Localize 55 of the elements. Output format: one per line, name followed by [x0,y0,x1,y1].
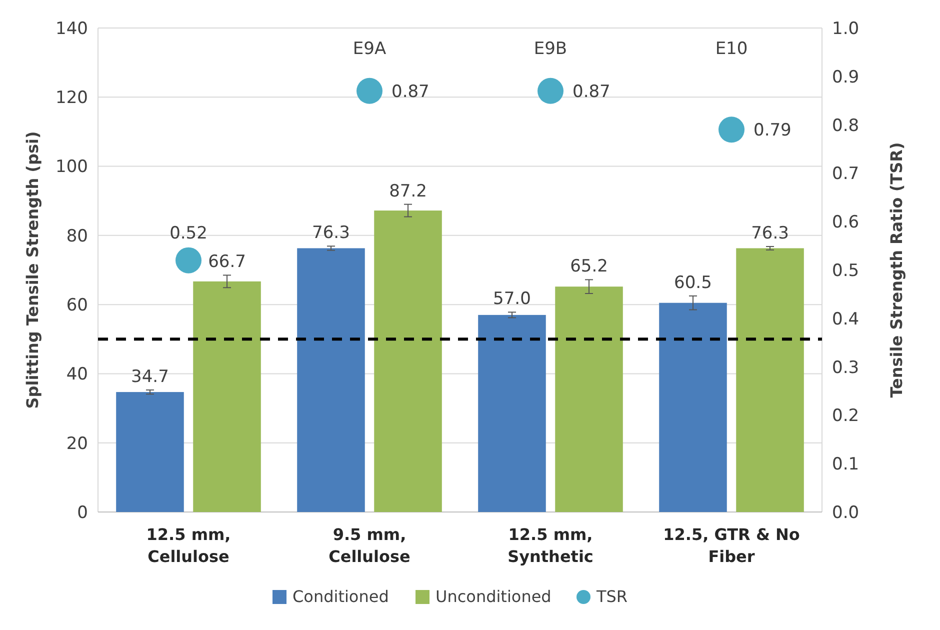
data-label: 76.3 [751,223,789,244]
y-tick-label: 140 [56,18,88,39]
y2-tick-label: 0.7 [832,164,860,184]
y2-tick-label: 1.0 [832,18,860,39]
bar [116,392,184,512]
data-label: 34.7 [131,366,169,387]
y2-tick-label: 0.2 [832,406,860,426]
y-tick-label: 80 [66,226,88,246]
bar [659,302,727,512]
x-tick-label: 12.5 mm, Cellulose [146,525,231,566]
bar [478,314,546,512]
data-label: 66.7 [208,252,246,272]
y2-tick-label: 0.1 [832,454,860,475]
legend-label: Conditioned [292,587,389,606]
y-tick-label: 0 [77,502,88,523]
data-label: 60.5 [674,272,712,293]
annotation: E9A [352,38,386,59]
data-label: 0.87 [392,82,430,102]
data-label: 0.52 [170,223,208,244]
data-label: 76.3 [312,223,350,244]
data-label: 87.2 [389,181,427,202]
data-label: 65.2 [570,256,608,277]
y2-tick-label: 0.5 [832,260,860,281]
x-tick-label: 9.5 mm, Cellulose [328,525,411,566]
bar [555,286,623,512]
bar [736,248,804,512]
x-tick-label: 12.5, GTR & No Fiber [663,525,800,566]
annotation: E10 [715,38,748,59]
point [176,247,202,274]
bar [193,281,261,512]
y-tick-label: 60 [66,296,88,316]
y-axis-title: Splitting Tensile Strength (psi) [23,131,42,409]
y2-tick-label: 0.4 [832,309,860,330]
point [718,116,744,143]
point [356,78,382,104]
annotation: E9B [534,38,568,59]
legend-label: TSR [596,587,628,606]
point [538,78,564,104]
y2-tick-label: 0.3 [832,358,860,378]
data-label: 0.79 [754,120,792,141]
data-label: 0.87 [572,82,610,102]
y-tick-label: 120 [56,88,88,108]
bar [297,248,365,512]
legend-label: Unconditioned [436,587,552,606]
y2-tick-label: 0.9 [832,67,860,88]
data-label: 57.0 [493,289,531,310]
y2-tick-label: 0.0 [832,502,860,523]
y2-tick-label: 0.6 [832,212,860,233]
y-tick-label: 20 [66,434,88,454]
bar [374,210,442,512]
y-tick-label: 100 [56,157,88,178]
y2-axis-title: Tensile Strength Ratio (TSR) [887,142,906,398]
x-tick-label: 12.5 mm, Synthetic [508,525,594,566]
y2-tick-label: 0.8 [832,116,860,136]
y-tick-label: 40 [66,364,88,385]
